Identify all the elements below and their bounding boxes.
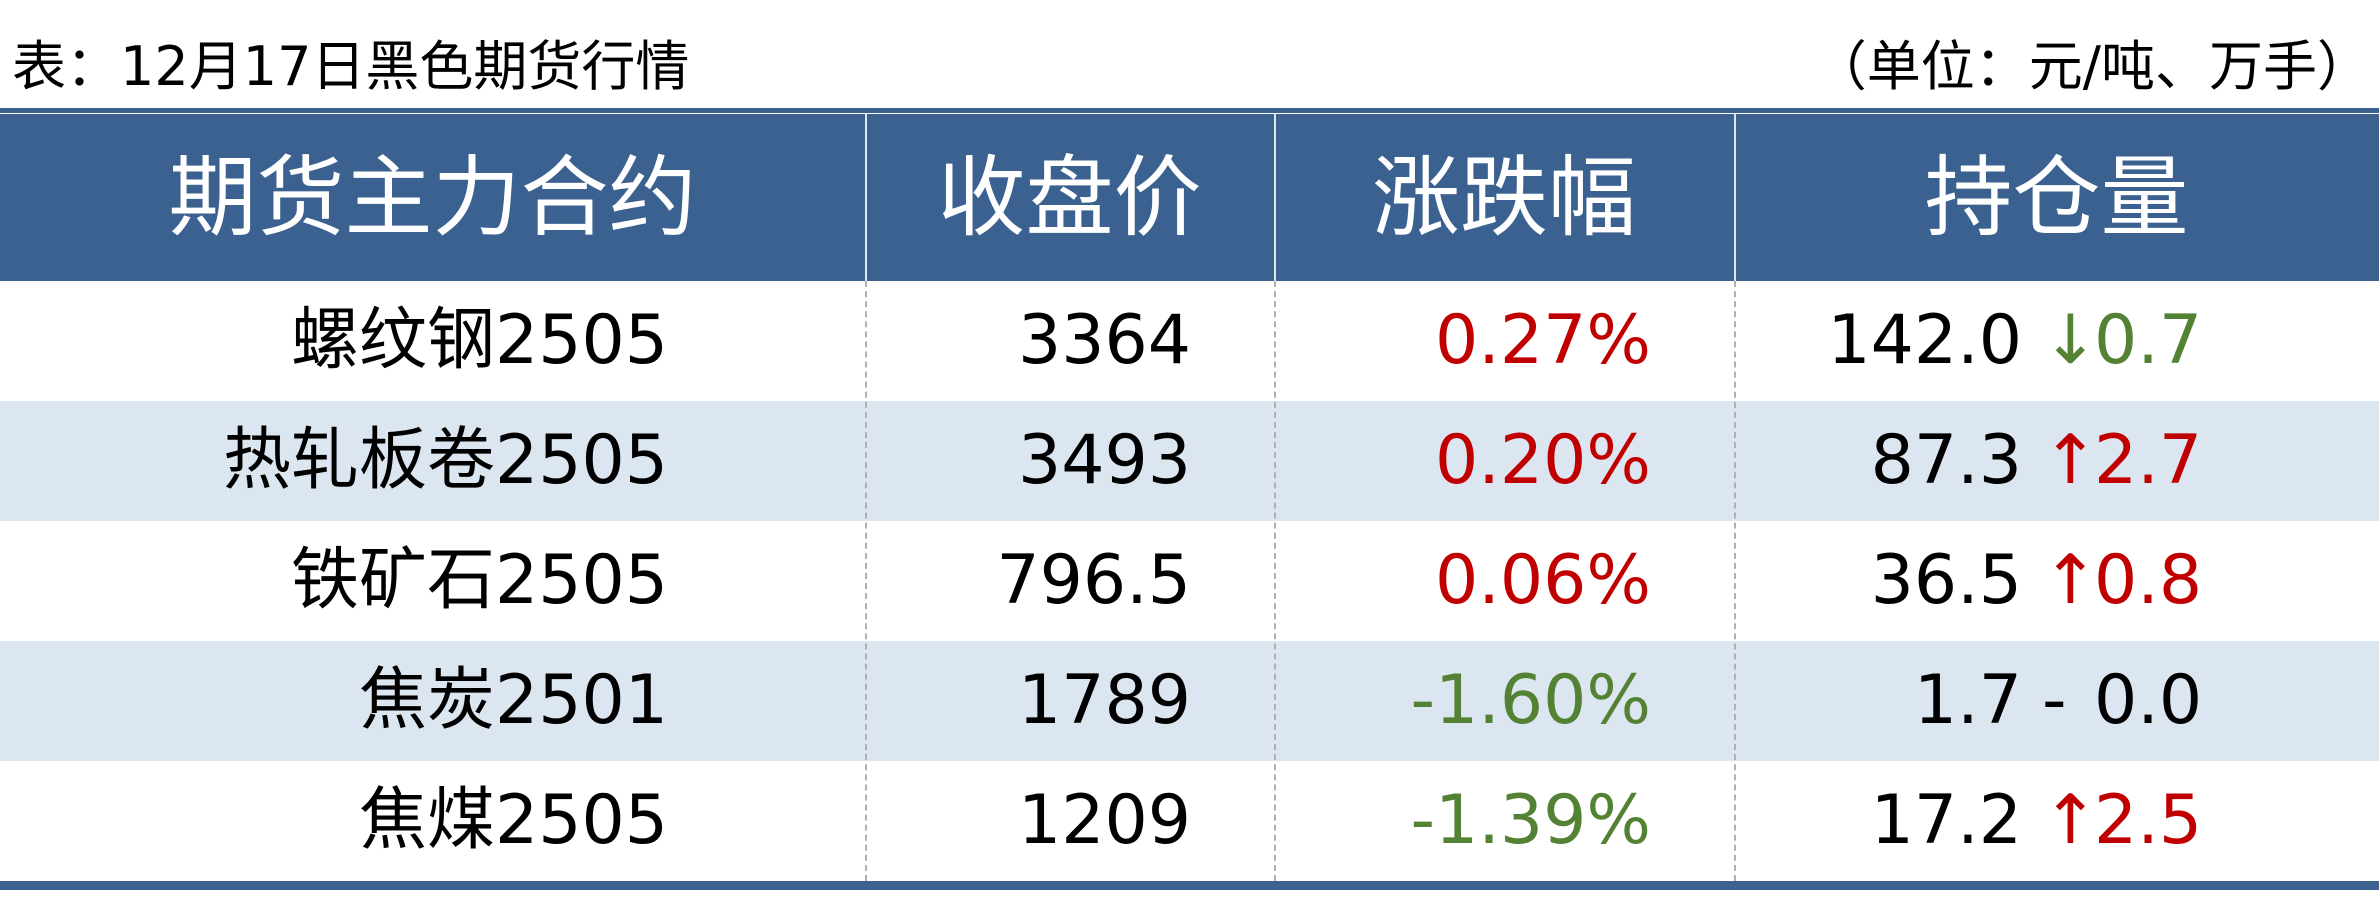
table-row: [0, 641, 2379, 761]
oi-delta: 0.0: [2094, 661, 2203, 740]
top-rule: [0, 108, 2379, 113]
open-interest: 142.0: [1827, 301, 2022, 380]
header-row: [0, 114, 2379, 281]
close-price: 1789: [1017, 661, 1191, 740]
unit-note: （单位：元/吨、万手）: [1812, 35, 2371, 98]
oi-arrow: ↑: [2042, 421, 2099, 500]
close-price: 3493: [1017, 421, 1191, 500]
close-price: 1209: [1017, 781, 1191, 860]
table-row: [0, 401, 2379, 521]
contract-name: 焦煤2505: [358, 781, 668, 860]
contract-name: 热轧板卷2505: [222, 421, 668, 500]
column-header: 持仓量: [1924, 146, 2189, 249]
change-pct: -1.39%: [1410, 781, 1651, 860]
close-price: 796.5: [996, 541, 1191, 620]
open-interest: 1.7: [1913, 661, 2022, 740]
oi-arrow: ↓: [2042, 301, 2099, 380]
header-divider: [1734, 114, 1736, 281]
contract-name: 焦炭2501: [358, 661, 668, 740]
table-title: 表：12月17日黑色期货行情: [12, 35, 690, 98]
header-divider: [1274, 114, 1276, 281]
oi-delta: 2.5: [2094, 781, 2203, 860]
open-interest: 87.3: [1870, 421, 2022, 500]
change-pct: 0.20%: [1434, 421, 1651, 500]
header-divider: [865, 114, 867, 281]
table-row: [0, 521, 2379, 641]
column-divider: [1274, 281, 1276, 881]
contract-name: 螺纹钢2505: [290, 301, 668, 380]
oi-delta: 0.7: [2094, 301, 2203, 380]
change-pct: 0.06%: [1434, 541, 1651, 620]
column-header: 收盘价: [937, 146, 1202, 249]
oi-arrow: -: [2042, 661, 2067, 740]
close-price: 3364: [1017, 301, 1191, 380]
table-row: [0, 761, 2379, 881]
column-header: 期货主力合约: [168, 146, 697, 249]
change-pct: 0.27%: [1434, 301, 1651, 380]
column-divider: [1734, 281, 1736, 881]
column-header: 涨跌幅: [1371, 146, 1636, 249]
oi-delta: 0.8: [2094, 541, 2203, 620]
contract-name: 铁矿石2505: [290, 541, 668, 620]
open-interest: 36.5: [1870, 541, 2022, 620]
table-row: [0, 281, 2379, 401]
oi-arrow: ↑: [2042, 781, 2099, 860]
bottom-rule: [0, 881, 2379, 890]
column-divider: [865, 281, 867, 881]
change-pct: -1.60%: [1410, 661, 1651, 740]
open-interest: 17.2: [1870, 781, 2022, 860]
oi-delta: 2.7: [2094, 421, 2203, 500]
oi-arrow: ↑: [2042, 541, 2099, 620]
